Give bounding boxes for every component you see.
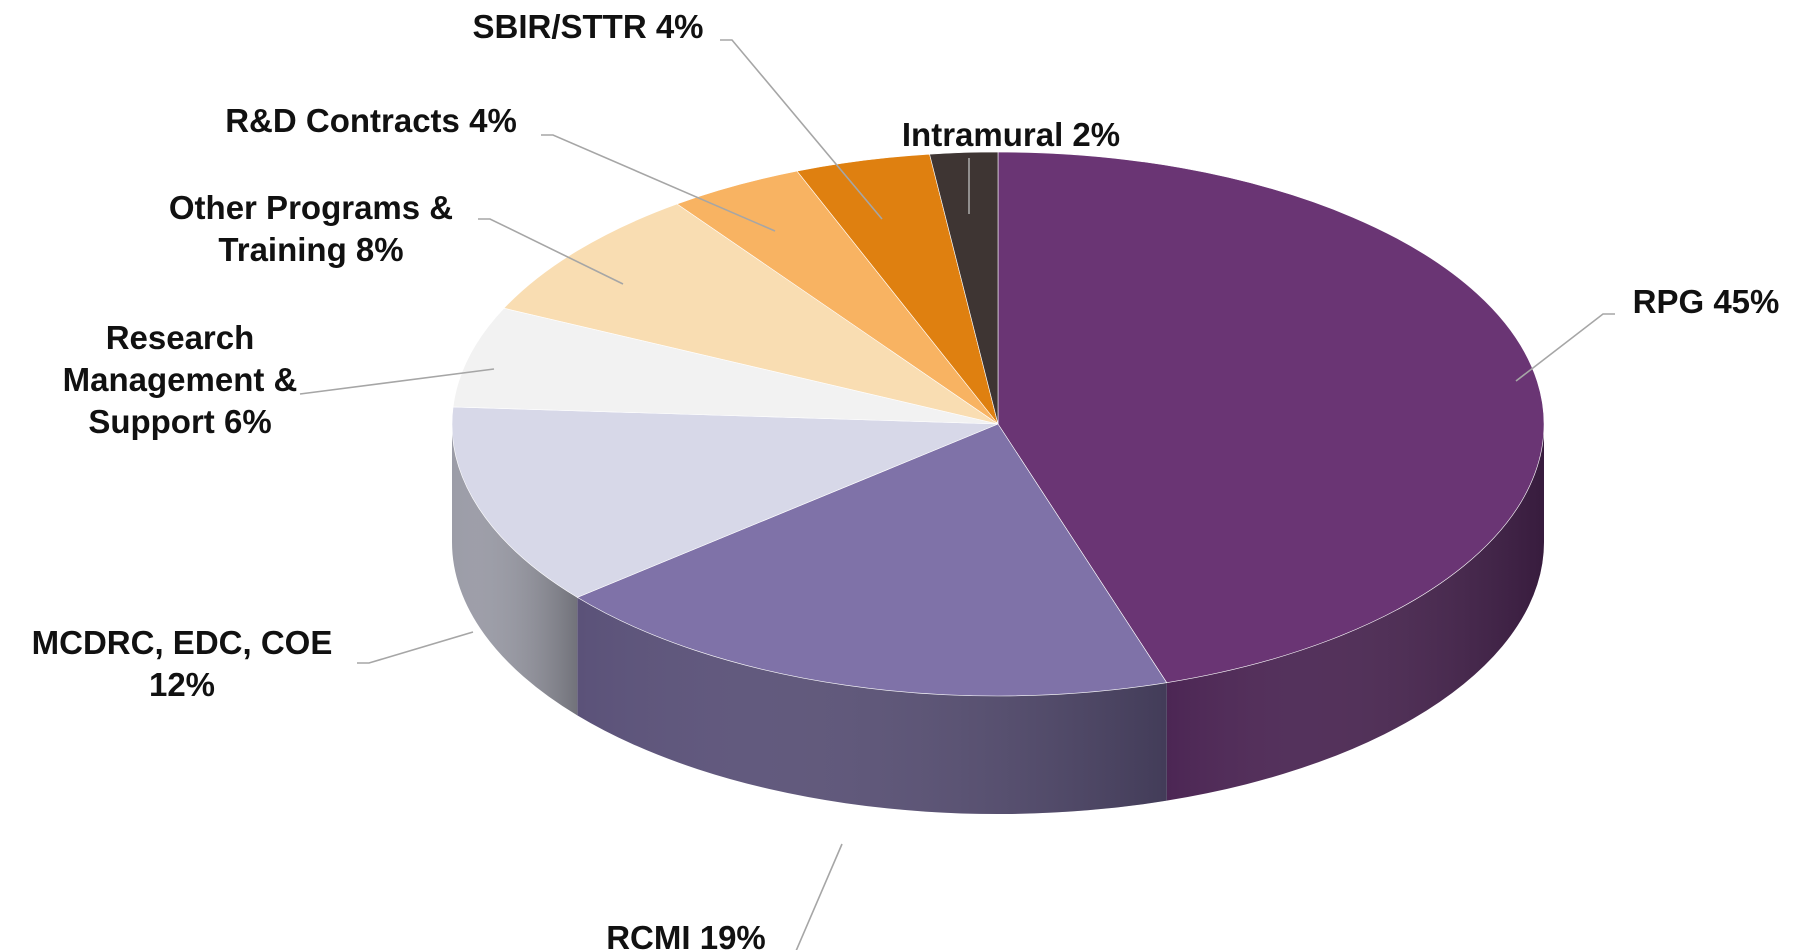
slice-side-shade xyxy=(452,424,578,716)
slice-side-shade xyxy=(1166,424,1544,801)
slice-label: R&D Contracts 4% xyxy=(225,100,517,142)
leader-line xyxy=(795,843,843,950)
slice xyxy=(576,423,1168,697)
slice-value-label: 4% xyxy=(469,102,517,139)
slice-name: MCDRC, EDC, COE xyxy=(31,624,333,661)
slice-name: Other Programs & Training xyxy=(168,189,454,268)
slice-value-label: 4% xyxy=(655,8,704,45)
leader-line xyxy=(1515,313,1615,382)
leader-line xyxy=(299,368,495,395)
slice-name: R&D Contracts xyxy=(225,102,460,139)
slice-name: RPG xyxy=(1632,283,1705,320)
slice-name: Research Management & Support xyxy=(62,319,298,440)
slice-value-label: 2% xyxy=(1072,116,1121,153)
slice-label: RCMI 19% xyxy=(606,917,766,950)
slice xyxy=(451,406,999,598)
slice-value-label: 45% xyxy=(1713,283,1780,320)
slice-name: RCMI xyxy=(606,919,691,950)
leader-line xyxy=(541,134,776,232)
slice-label: RPG 45% xyxy=(1633,281,1780,323)
slice-label: Research Management & Support 6% xyxy=(35,317,325,443)
slice-value-label: 12% xyxy=(148,666,216,703)
leader-line xyxy=(720,39,883,220)
slice-label: Intramural 2% xyxy=(902,114,1120,156)
slice xyxy=(503,203,999,425)
slice-label: MCDRC, EDC, COE 12% xyxy=(2,622,362,706)
leader-line xyxy=(357,631,474,664)
slice xyxy=(929,151,999,425)
slice-value-label: 6% xyxy=(223,403,272,440)
slice-value-label: 19% xyxy=(699,919,766,950)
slice-value-label: 8% xyxy=(355,231,404,268)
slice-label: Other Programs & Training 8% xyxy=(139,187,484,271)
slice-side-shade xyxy=(577,597,1167,815)
slice-name: Intramural xyxy=(901,116,1064,153)
leader-line xyxy=(478,218,624,285)
slice xyxy=(997,151,1545,684)
slice-label: SBIR/STTR 4% xyxy=(472,6,703,48)
slice xyxy=(452,307,999,425)
slice-name: SBIR/STTR xyxy=(472,8,647,45)
slice-sides xyxy=(452,424,1544,815)
slice-tops xyxy=(451,151,1545,697)
